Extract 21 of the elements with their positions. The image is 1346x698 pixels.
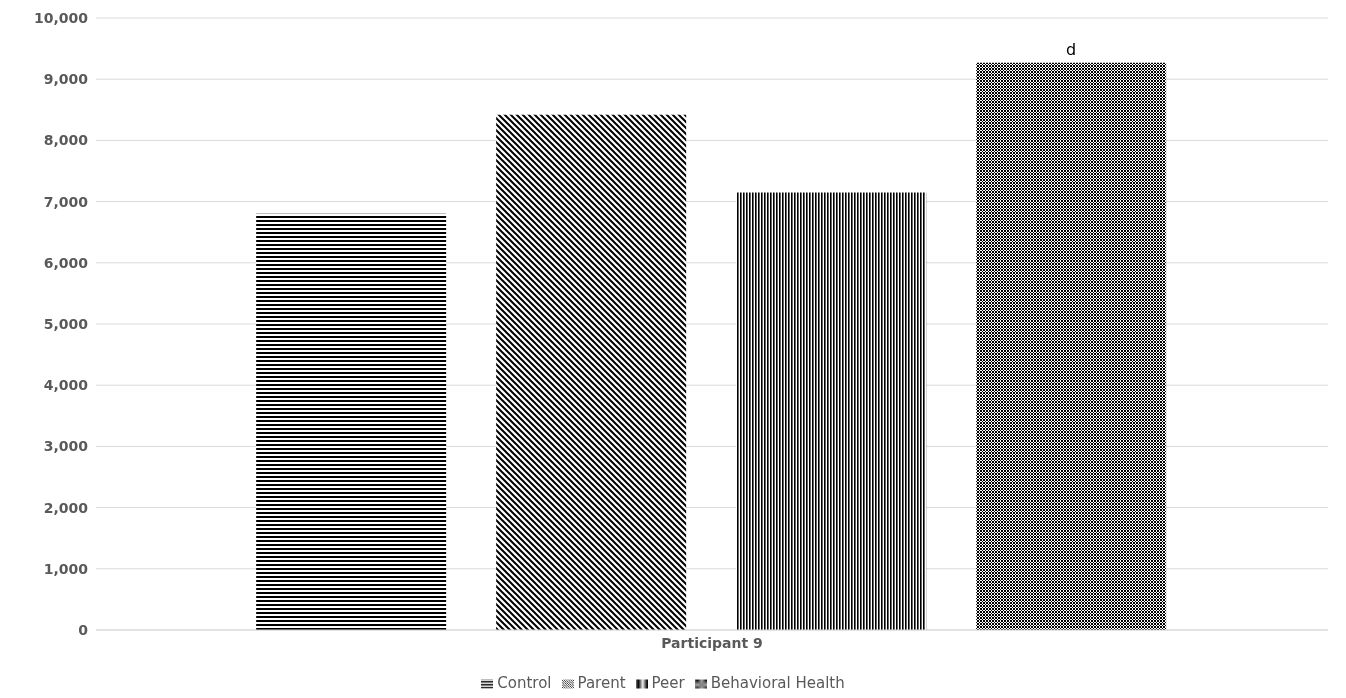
y-tick-label: 6,000 [43, 254, 89, 271]
legend-label: Control [497, 674, 552, 692]
y-tick-label: 5,000 [43, 315, 89, 332]
y-tick-label: 4,000 [43, 377, 89, 394]
annotation: d [1066, 39, 1077, 59]
legend-label: Parent [577, 674, 626, 692]
y-tick-label: 0 [78, 621, 89, 638]
legend-label: Peer [651, 674, 685, 692]
bar [976, 62, 1167, 630]
bar [256, 213, 447, 630]
y-tick-label: 10,000 [33, 9, 89, 26]
y-tick-label: 3,000 [43, 438, 89, 455]
bar [496, 114, 687, 630]
y-tick-label: 8,000 [43, 132, 89, 149]
legend-label: Behavioral Health [710, 674, 845, 692]
bar [736, 192, 927, 630]
x-tick-label: Participant 9 [661, 634, 763, 651]
y-tick-label: 2,000 [43, 499, 89, 516]
y-tick-label: 1,000 [43, 560, 89, 577]
y-tick-label: 7,000 [43, 193, 89, 210]
y-tick-label: 9,000 [43, 71, 89, 88]
